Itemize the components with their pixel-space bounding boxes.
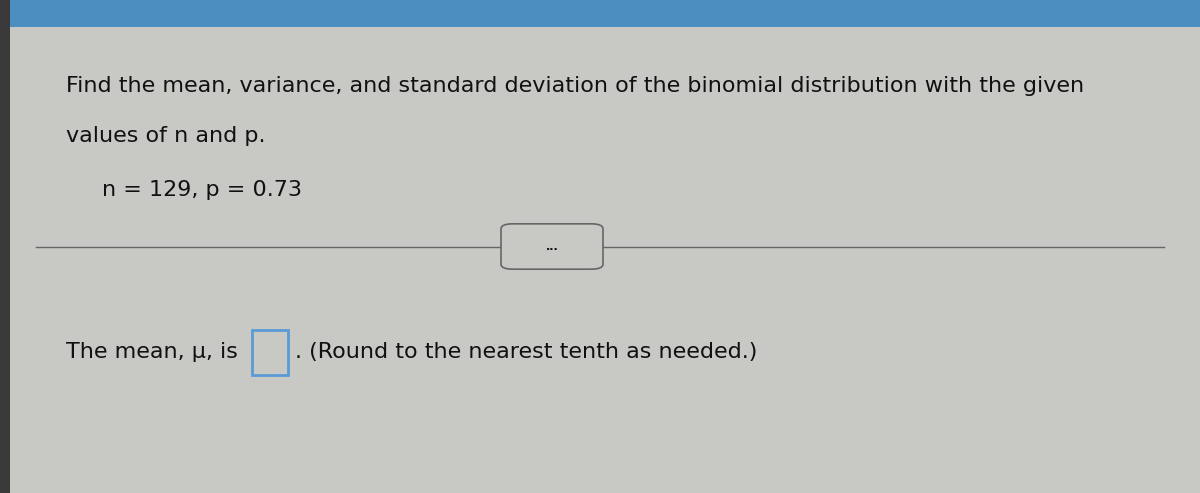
Bar (0, 0, 10, 493)
Text: The mean, μ, is: The mean, μ, is (66, 343, 238, 362)
Text: ...: ... (546, 242, 558, 251)
Text: n = 129, p = 0.73: n = 129, p = 0.73 (102, 180, 302, 200)
Text: values of n and p.: values of n and p. (66, 126, 265, 146)
Text: . (Round to the nearest tenth as needed.): . (Round to the nearest tenth as needed.… (295, 343, 757, 362)
FancyBboxPatch shape (502, 224, 602, 269)
Bar (0, 0, 1200, 27)
FancyBboxPatch shape (252, 330, 288, 375)
Text: Find the mean, variance, and standard deviation of the binomial distribution wit: Find the mean, variance, and standard de… (66, 76, 1084, 97)
